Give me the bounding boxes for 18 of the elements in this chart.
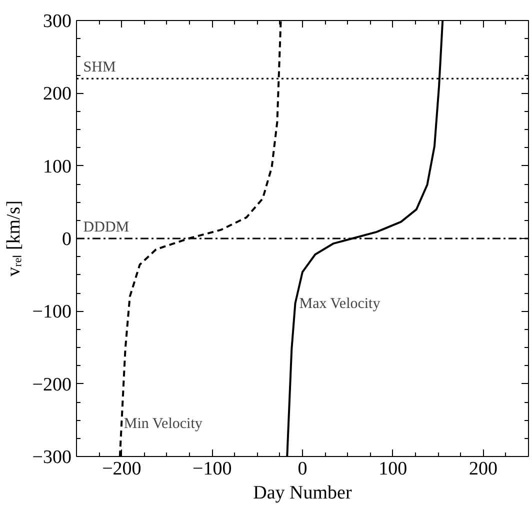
series-label: Min Velocity: [124, 416, 203, 432]
y-axis-title: vᵣₑₗ [km/s]: [3, 200, 24, 277]
x-tick-label: 0: [298, 458, 308, 480]
y-tick-label: 300: [43, 11, 72, 32]
x-tick-label: −100: [192, 458, 232, 480]
y-tick-label: −200: [32, 374, 72, 396]
y-tick-label: −100: [32, 302, 72, 323]
series-label: Max Velocity: [299, 296, 381, 312]
y-tick-label: 0: [62, 229, 72, 250]
ref-line-label: SHM: [83, 60, 116, 76]
x-tick-label: 100: [378, 458, 408, 480]
x-axis-title: Day Number: [253, 482, 353, 504]
x-tick-label: 200: [469, 458, 498, 480]
y-tick-label: −300: [32, 447, 72, 468]
ref-line-label: DDDM: [83, 220, 130, 236]
x-tick-label: −200: [102, 458, 142, 480]
y-tick-label: 100: [43, 156, 72, 178]
y-tick-label: 200: [43, 84, 72, 105]
